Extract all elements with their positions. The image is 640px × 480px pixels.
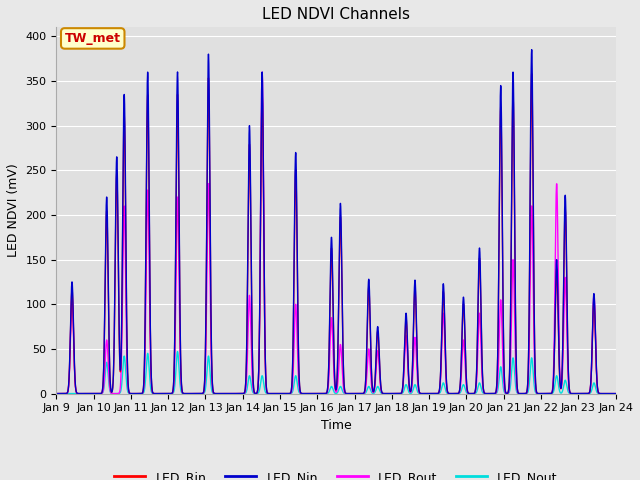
Text: TW_met: TW_met	[65, 32, 121, 45]
Title: LED NDVI Channels: LED NDVI Channels	[262, 7, 410, 22]
X-axis label: Time: Time	[321, 419, 351, 432]
Legend: LED_Rin, LED_Nin, LED_Rout, LED_Nout: LED_Rin, LED_Nin, LED_Rout, LED_Nout	[109, 466, 563, 480]
Y-axis label: LED NDVI (mV): LED NDVI (mV)	[7, 164, 20, 257]
